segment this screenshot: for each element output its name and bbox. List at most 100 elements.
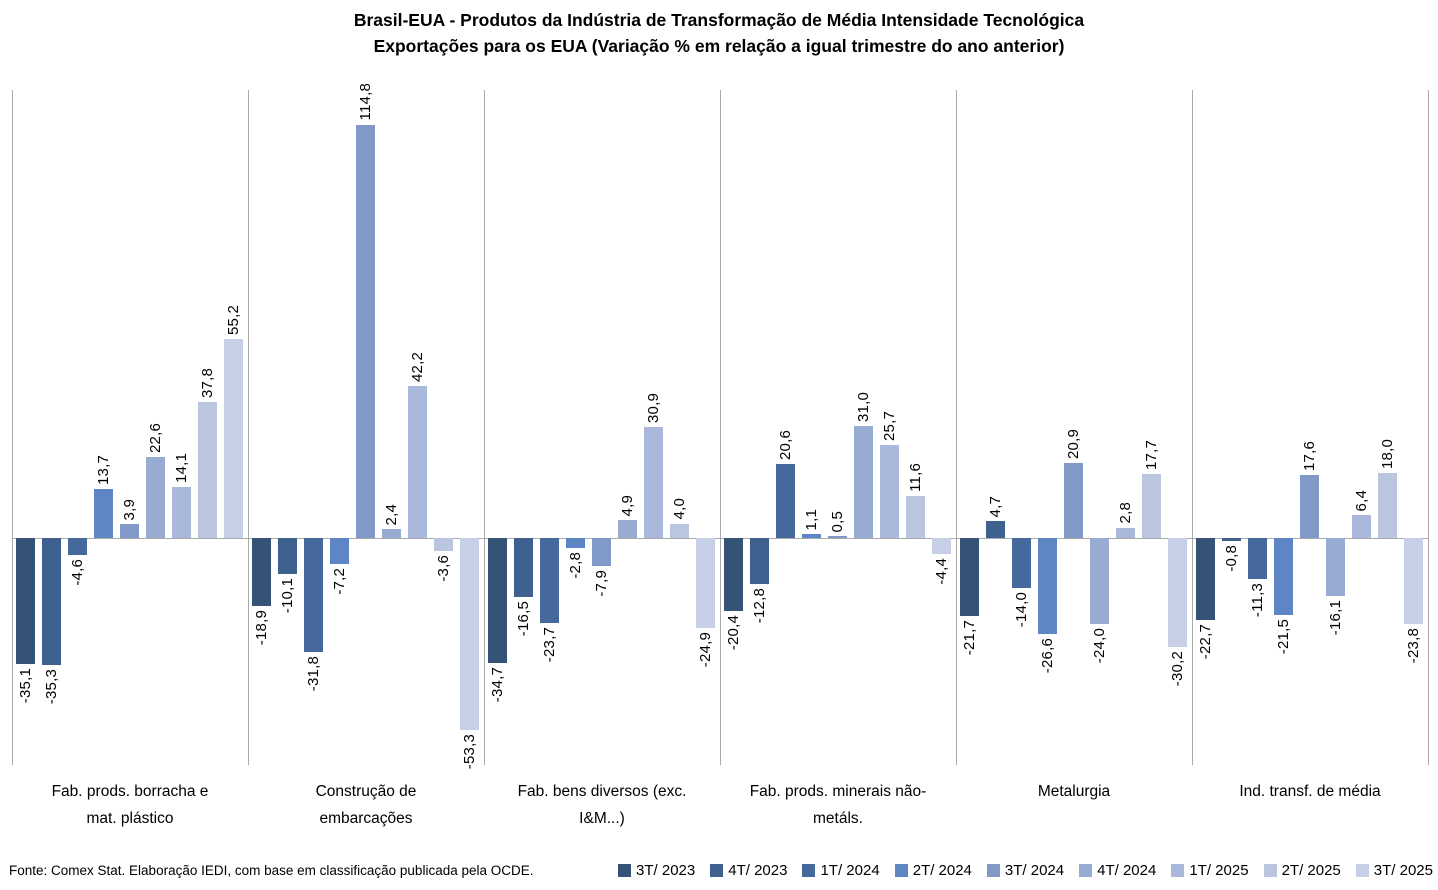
bar-group: -34,7 -16,5 -23,7 -2,8 -7,9 4,9 30,9 4,0 -24,9 [484,90,720,765]
category-label-text: Fab. prods. borracha e mat. plástico [51,783,209,827]
bar-value-text: -23,8 [1405,627,1422,663]
bar-value-label: -35,3 [42,669,61,704]
bar [488,538,507,663]
bar-value-text: -10,1 [279,578,296,614]
bar-value-text: 3,9 [121,498,138,520]
bar-value-label: -7,2 [330,568,349,595]
legend-swatch [618,863,632,877]
bar [1038,538,1057,634]
bar-value-label: -21,5 [1274,619,1293,654]
bar [960,538,979,617]
category-label-text: Ind. transf. de média [1239,783,1381,800]
bar-value-label: 4,7 [986,496,1005,517]
bar [854,426,873,538]
bar-value-label: 1,1 [802,509,821,530]
bar-value-label: 2,4 [382,504,401,525]
bar-value-label: -23,8 [1404,628,1423,663]
bar-value-text: -21,5 [1275,619,1292,655]
bar [696,538,715,628]
bar [644,426,663,538]
bar-value-label: 4,0 [670,498,689,519]
bar-value-label: 3,9 [120,499,139,520]
bar [986,521,1005,538]
bar-value-text: 20,6 [777,429,794,460]
bar-value-label: 20,9 [1064,429,1083,459]
category-label: Construção de embarcações [248,778,484,832]
legend-label: 4T/ 2024 [1097,861,1157,879]
bar [1090,538,1109,625]
category-separator-line [484,90,485,765]
bar [16,538,35,665]
bar-value-label: 18,0 [1378,439,1397,469]
bar-value-text: -7,2 [331,567,348,595]
bar [932,538,951,554]
legend-swatch [1355,863,1369,877]
bar-value-label: 37,8 [198,368,217,398]
bar-value-text: 14,1 [173,453,190,484]
bar [146,456,165,538]
bar-value-text: -4,6 [69,558,86,586]
bar-value-label: -35,1 [16,668,35,703]
category-label: Fab. bens diversos (exc. I&M...) [484,778,720,832]
bar-value-label: -11,3 [1248,583,1267,617]
bar-value-label: 55,2 [224,305,243,335]
bar-value-text: -35,1 [17,668,34,704]
bar [68,538,87,555]
bar [1196,538,1215,620]
bar-value-label: 17,7 [1142,440,1161,470]
bar [1248,538,1267,579]
bar-value-text: 22,6 [147,422,164,453]
bar-value-label: 42,2 [408,352,427,382]
legend-swatch [1079,863,1093,877]
legend-swatch [1171,863,1185,877]
bar-value-text: -53,3 [461,733,478,770]
bar [460,538,479,730]
bar-value-text: 17,7 [1143,440,1160,471]
bar-value-text: -7,9 [593,570,610,598]
bar-group: -21,7 4,7 -14,0 -26,6 20,9 -24,0 2,8 17,7 -30,2 [956,90,1192,765]
bar [1378,473,1397,538]
bar-value-label: -22,7 [1196,624,1215,659]
category-label: Fab. prods. minerais não- metáls. [720,778,956,832]
bar [1012,538,1031,589]
bar-value-label: 31,0 [854,392,873,422]
legend-label: 2T/ 2024 [912,861,972,879]
bar-value-text: 37,8 [199,367,216,398]
bar-value-text: 20,9 [1065,428,1082,459]
bar-value-text: 11,6 [907,463,924,493]
category-label-text: Metalurgia [1037,783,1111,800]
chart-title: Brasil-EUA - Produtos da Indústria de Tr… [353,10,1085,30]
footer: Fonte: Comex Stat. Elaboração IEDI, com … [0,857,1438,883]
legend-item: 2T/ 2025 [1263,862,1341,879]
bar-value-text: 1,1 [803,508,820,531]
bar-value-text: -12,8 [751,588,768,624]
bar-value-label: -3,6 [434,555,453,582]
bar-value-text: -14,0 [1013,592,1030,628]
bar-value-label: 2,8 [1116,502,1135,523]
zero-baseline [12,538,1428,539]
legend-item: 1T/ 2024 [802,862,880,879]
bar-value-text: -16,1 [1327,599,1344,636]
category-separator-line [12,90,13,765]
bar [304,538,323,653]
bar-value-label: -18,9 [252,610,271,645]
legend-label: 1T/ 2025 [1189,861,1249,879]
category-separator-line [1192,90,1193,765]
bar-value-text: 4,7 [987,495,1004,518]
bar [802,534,821,538]
legend-item: 4T/ 2023 [710,862,787,879]
bar-group: -35,1 -35,3 -4,6 13,7 3,9 22,6 14,1 37,8 55,2 [12,90,248,765]
category-label: Ind. transf. de média [1192,778,1428,805]
chart-header: Brasil-EUA - Produtos da Indústria de Tr… [0,7,1438,59]
bar [592,538,611,567]
bar-value-text: -3,6 [435,554,452,582]
bar-value-text: -24,0 [1091,628,1108,664]
chart-subtitle: Exportações para os EUA (Variação % em r… [373,36,1065,56]
bar-value-text: -16,5 [515,601,532,637]
bar [252,538,271,607]
bar-value-text: -18,9 [253,610,270,646]
bar-value-label: -2,8 [566,552,585,579]
bar [1352,514,1371,538]
bar-value-label: -23,7 [540,627,559,662]
